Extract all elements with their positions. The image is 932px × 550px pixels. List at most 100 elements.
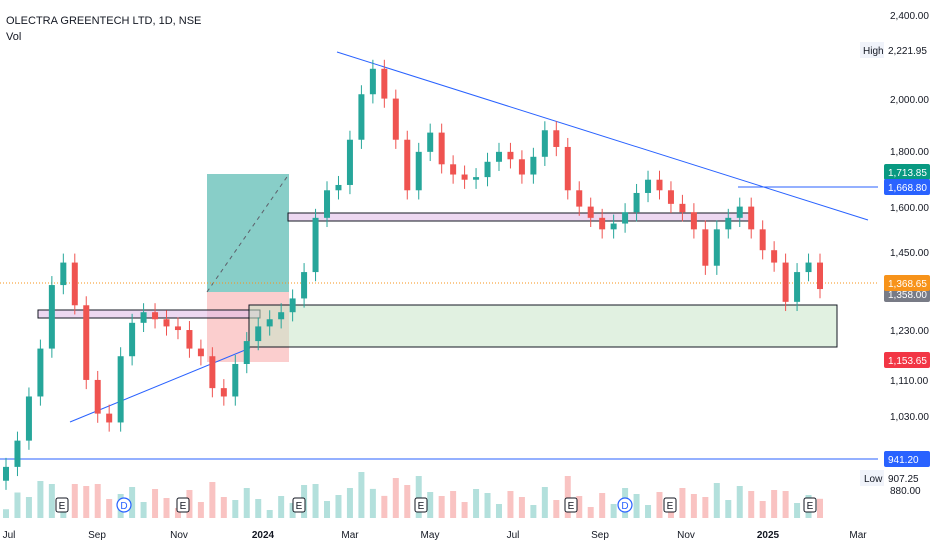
volume-bar [14,492,21,518]
candle-body [197,348,204,357]
candle-body [392,98,399,140]
earnings-marker: E [55,497,69,513]
earnings-marker: E [564,497,578,513]
candle-body [610,223,617,230]
candle-body [438,132,445,165]
volume-bar [129,487,136,518]
low-tag-bg [860,470,884,486]
target-badge-bg [884,164,930,180]
candle-body [48,285,55,349]
candle-body [518,159,525,175]
target-badge: 1,713.85 [888,168,927,179]
volume-bar [576,496,583,518]
volume-bar [507,491,514,518]
volume-bar [438,496,445,518]
earnings-box [564,497,578,513]
volume-bar [702,497,709,518]
candle-body [633,192,640,213]
candle-body [690,212,697,230]
high-tag: High [863,46,884,57]
dividend-circle [617,497,633,513]
descending-trendline [336,51,869,221]
volume-bar [495,504,502,518]
candle-body [117,356,124,423]
candle-body [725,217,732,230]
x-tick-label: Nov [677,530,695,541]
volume-bar [679,488,686,518]
candle-body [220,388,227,397]
volume-bar [83,486,90,518]
candle-body [381,68,388,99]
candle-body [94,379,101,414]
high-value: 2,221.95 [888,46,927,57]
volume-bar [312,484,319,518]
resistance-badge: 1,668.80 [888,183,927,194]
y-tick-label: 1,600.00 [890,203,929,214]
resistance-box-mid [287,212,752,222]
dividend-circle [116,497,132,513]
volume-bar [369,488,376,518]
candle-body [553,130,560,147]
y-tick-label: 1,030.00 [890,412,929,423]
earnings-box [803,497,817,513]
candle-body [473,177,480,180]
volume-bar [725,500,732,518]
y-tick-label: 2,000.00 [890,95,929,106]
x-tick-label: 2025 [757,530,780,541]
x-tick-label: Sep [88,530,106,541]
candle-body [645,179,652,193]
volume-bar [518,497,525,518]
earnings-marker: E [663,497,677,513]
candle-body [369,68,376,95]
volume-bar [324,501,331,518]
candle-body [736,206,743,218]
candle-body [60,262,67,286]
candle-body [495,151,502,162]
volume-bar [266,510,273,518]
earnings-box [55,497,69,513]
candle-body [530,156,537,175]
candle-body [576,190,583,207]
volume-bar [94,484,101,518]
candle-body [794,272,801,302]
x-tick-label: 2024 [252,530,275,541]
volume-bar [817,498,823,518]
x-tick-label: Nov [170,530,188,541]
symbol-title: OLECTRA GREENTECH LTD, 1D, NSE [6,15,202,27]
candle-body [174,326,181,331]
volume-bar [255,499,262,518]
last-price-badge: 1,368.65 [888,279,927,290]
x-tick-label: May [421,530,440,541]
candle-body [667,190,674,204]
candle-body [599,217,606,230]
volume-bar [794,503,801,518]
volume-bar [335,495,342,518]
resistance-box-left [37,309,261,319]
volume-bar [748,491,755,518]
volume-bar [209,482,216,518]
candle-body [71,262,78,306]
candle-body [83,305,90,380]
x-tick-label: Mar [341,530,359,541]
x-tick-label: Jul [507,530,520,541]
candle-body [782,262,789,302]
volume-bar [48,484,55,518]
volume-bar [427,492,434,518]
volume-bar [3,509,9,518]
candle-body [713,229,720,266]
volume-bar [599,493,606,518]
x-tick-label: Mar [849,530,867,541]
event-label: E [418,501,425,512]
event-label: E [807,501,814,512]
volume-bar [690,494,697,518]
earnings-box [414,497,428,513]
y-tick-label: 880.00 [890,486,921,497]
volume-bar [232,500,239,518]
close-underlay-badge: 1,358.00 [888,290,927,301]
volume-bar [771,490,778,518]
resistance-badge-bg [884,179,930,195]
volume-bar [484,493,491,518]
volume-bar [25,497,32,518]
candle-body [759,229,766,251]
